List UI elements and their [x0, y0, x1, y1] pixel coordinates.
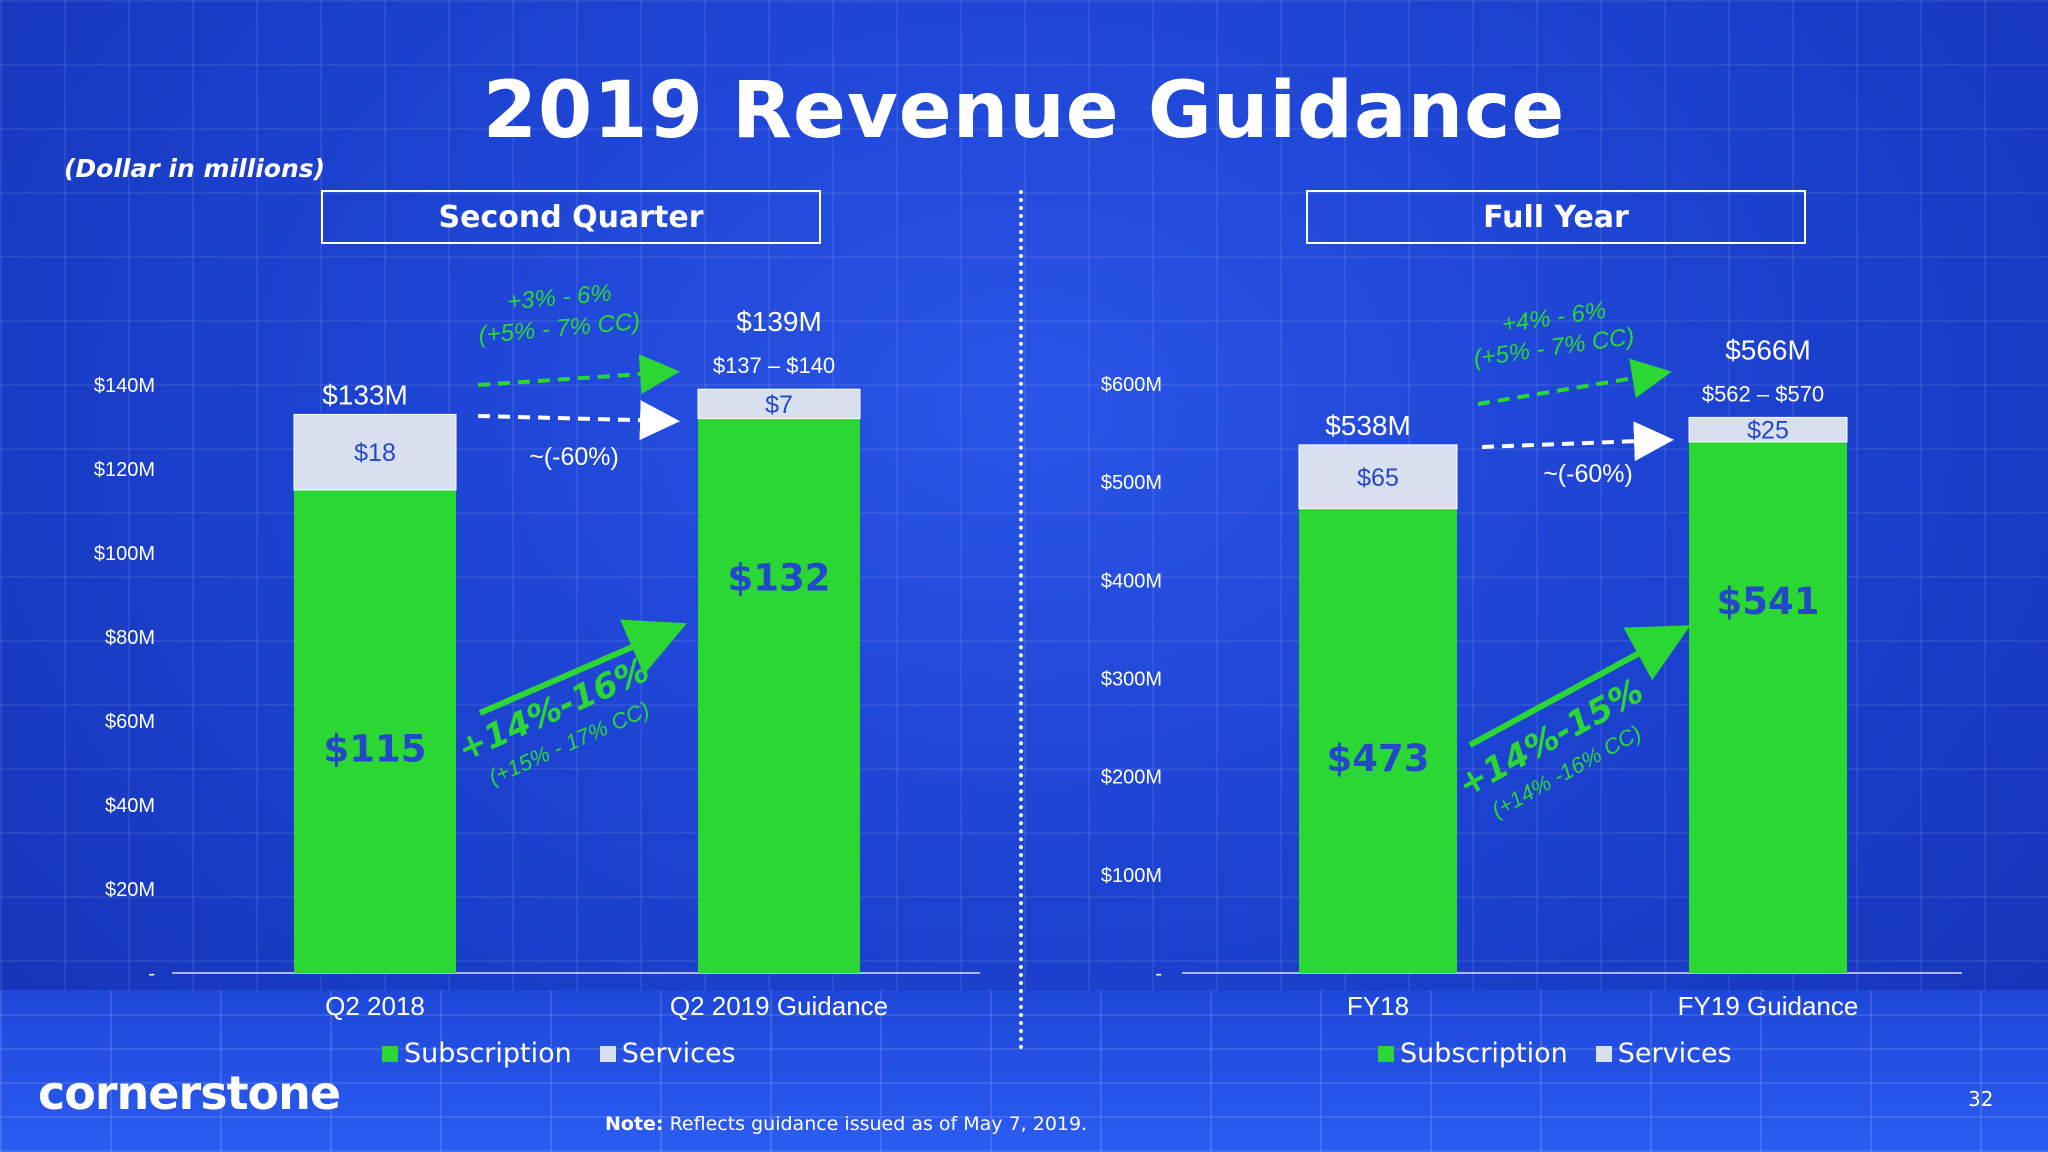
- legend-item-services: Services: [1595, 1038, 1732, 1069]
- bar-subscription: [1299, 508, 1457, 973]
- legend-label-subscription: Subscription: [1400, 1038, 1568, 1069]
- total-growth-cc-label: (+5% - 7% CC): [477, 308, 641, 349]
- legend-label-services: Services: [621, 1038, 736, 1069]
- units-note: (Dollar in millions): [64, 154, 326, 183]
- legend-item-services: Services: [599, 1038, 736, 1069]
- services-change-label: ~(-60%): [1543, 460, 1633, 488]
- legend-left: Subscription Services: [382, 1038, 736, 1069]
- bar-label-subscription: $473: [1327, 737, 1430, 780]
- bar-label-services: $65: [1357, 464, 1399, 492]
- page-number: 32: [1968, 1087, 1994, 1111]
- y-tick-label: $100M: [1101, 865, 1162, 887]
- y-tick-label: $20M: [105, 879, 155, 901]
- y-tick-label: $400M: [1101, 570, 1162, 592]
- bar-services: [1298, 444, 1458, 510]
- y-tick-label: $300M: [1101, 669, 1162, 691]
- y-tick-label: $100M: [94, 543, 155, 565]
- footnote: Note: Reflects guidance issued as of May…: [605, 1113, 1087, 1135]
- y-tick-label: $600M: [1101, 374, 1162, 396]
- legend-item-subscription: Subscription: [382, 1038, 572, 1069]
- total-growth-label: +3% - 6%: [506, 280, 613, 316]
- legend-label-subscription: Subscription: [404, 1038, 572, 1069]
- bar-label-subscription: $115: [324, 728, 427, 771]
- legend-item-subscription: Subscription: [1378, 1038, 1568, 1069]
- bar-label-services: $25: [1747, 417, 1789, 445]
- bar-total-label: $133M: [322, 379, 408, 410]
- total-growth-arrow: [1477, 358, 1672, 406]
- legend-swatch-services: [1595, 1045, 1612, 1062]
- bar-subscription: [294, 490, 456, 973]
- legend-right: Subscription Services: [1378, 1038, 1732, 1069]
- panel-divider: [1019, 190, 1023, 1050]
- bar-label-services: $7: [765, 391, 793, 419]
- total-growth-arrow: [477, 354, 680, 395]
- background-floor: [0, 990, 2048, 1152]
- bar-services: [697, 388, 861, 420]
- subscription-growth-arrow: [1468, 625, 1691, 748]
- y-tick-label: $80M: [105, 627, 155, 649]
- bar-subscription: [698, 418, 860, 974]
- y-tick-label: $60M: [105, 711, 155, 733]
- panel-title-full-year: Full Year: [1306, 190, 1806, 244]
- x-tick-label: FY18: [1347, 991, 1409, 1021]
- legend-swatch-subscription: [1378, 1045, 1394, 1062]
- legend-swatch-services: [599, 1045, 616, 1062]
- services-change-arrow: [1481, 421, 1674, 462]
- bar-total-label: $538M: [1325, 410, 1411, 441]
- bar-label-subscription: $132: [728, 557, 831, 600]
- bar-services: [1688, 416, 1848, 443]
- services-change-label: ~(-60%): [529, 443, 619, 471]
- total-range-label: $562 – $570: [1702, 381, 1824, 406]
- subscription-range-label: $131 – $133: [723, 624, 834, 646]
- y-tick-label: -: [148, 963, 155, 985]
- legend-swatch-subscription: [382, 1045, 398, 1062]
- company-logo: cornerstone: [38, 1066, 341, 1120]
- y-tick-label: $40M: [105, 795, 155, 817]
- bar-total-label: $139M: [736, 306, 822, 337]
- subscription-range-label: $537 – $545: [1712, 647, 1823, 669]
- footnote-label: Note:: [605, 1113, 664, 1135]
- subscription-growth-arrow: [478, 619, 688, 716]
- x-tick-label: Q2 2019 Guidance: [670, 991, 888, 1021]
- total-range-label: $137 – $140: [713, 353, 835, 378]
- bar-label-services: $18: [354, 439, 396, 467]
- bar-services: [293, 413, 457, 491]
- y-tick-label: -: [1155, 963, 1162, 985]
- bar-total-label: $566M: [1725, 334, 1811, 365]
- y-tick-label: $120M: [94, 459, 155, 481]
- footnote-text: Reflects guidance issued as of May 7, 20…: [669, 1113, 1088, 1135]
- slide-title: 2019 Revenue Guidance: [482, 66, 1566, 156]
- bar-subscription: [1689, 441, 1847, 973]
- services-change-arrow: [477, 400, 680, 441]
- x-tick-label: FY19 Guidance: [1678, 991, 1859, 1021]
- legend-label-services: Services: [1617, 1038, 1732, 1069]
- y-tick-label: $200M: [1101, 767, 1162, 789]
- y-tick-label: $140M: [94, 375, 155, 397]
- panel-title-second-quarter: Second Quarter: [321, 190, 821, 244]
- x-tick-label: Q2 2018: [325, 991, 425, 1021]
- bar-label-subscription: $541: [1717, 580, 1820, 623]
- y-tick-label: $500M: [1101, 472, 1162, 494]
